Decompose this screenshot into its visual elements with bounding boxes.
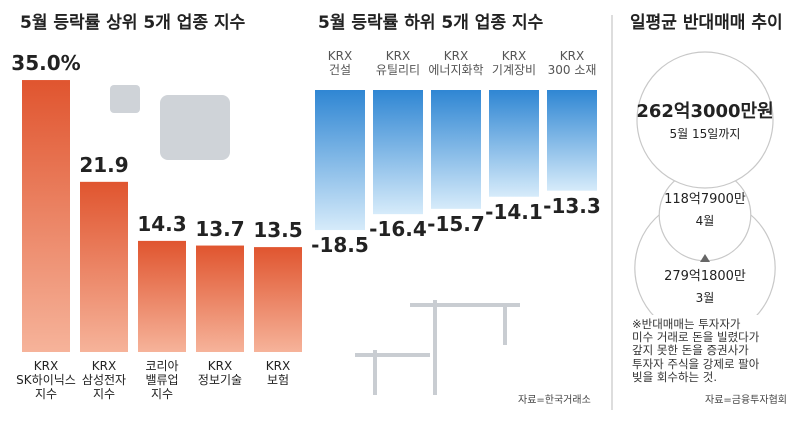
category-label: 4월 — [695, 214, 715, 228]
bar — [431, 90, 481, 209]
source: 자료=금융투자협회 — [705, 395, 787, 406]
category-label: 3월 — [695, 291, 715, 305]
chart-title: 일평균 반대매매 추이 — [630, 13, 783, 33]
value-label: 13.7 — [195, 216, 245, 241]
value-label: 279억1800만 — [664, 269, 746, 284]
value-label: -18.5 — [311, 233, 369, 258]
bar — [373, 90, 423, 215]
category-label: KRX 보험 — [265, 359, 291, 387]
category-label: KRX 기계장비 — [491, 49, 537, 77]
category-label: KRX 300 소재 — [547, 49, 597, 77]
category-label: KRX 에너지화학 — [428, 49, 484, 77]
chart-title: 5월 등락률 하위 5개 업종 지수 — [318, 13, 544, 33]
note-bg — [628, 315, 788, 390]
value-label: 14.3 — [137, 211, 187, 236]
bar — [254, 247, 302, 352]
bar — [315, 90, 365, 231]
value-label: 35.0% — [11, 51, 81, 76]
value-label: 262억3000만원 — [636, 101, 774, 122]
value-label: -14.1 — [485, 199, 543, 224]
bar — [80, 181, 128, 352]
category-label: 코리아 밸류업 지수 — [145, 359, 179, 401]
up-arrow — [700, 254, 710, 262]
bar — [138, 240, 186, 352]
chip-icon — [110, 85, 230, 160]
bubble — [636, 51, 774, 189]
crane-illustration — [355, 300, 520, 395]
bar — [196, 245, 244, 352]
value-label: 118억7900만 — [664, 192, 746, 207]
value-label: -15.7 — [427, 211, 485, 236]
category-label: KRX 정보기술 — [197, 359, 243, 387]
bar — [22, 80, 70, 353]
category-label: 5월 15일까지 — [669, 127, 741, 141]
bar — [547, 90, 597, 191]
value-label: -16.4 — [369, 217, 427, 242]
source: 자료=한국거래소 — [518, 395, 591, 406]
category-label: KRX 유틸리티 — [375, 49, 421, 77]
chart-title: 5월 등락률 상위 5개 업종 지수 — [20, 13, 246, 33]
bar — [489, 90, 539, 197]
category-label: KRX 건설 — [327, 49, 353, 77]
category-label: KRX 삼성전자 지수 — [81, 359, 127, 401]
value-label: 13.5 — [253, 218, 303, 243]
category-label: KRX SK하이닉스 지수 — [16, 359, 76, 401]
value-label: 21.9 — [79, 152, 129, 177]
value-label: -13.3 — [543, 193, 601, 218]
note: ※반대매매는 투자자가 미수 거래로 돈을 빌렸다가 갚지 못한 돈을 증권사가… — [632, 317, 760, 384]
